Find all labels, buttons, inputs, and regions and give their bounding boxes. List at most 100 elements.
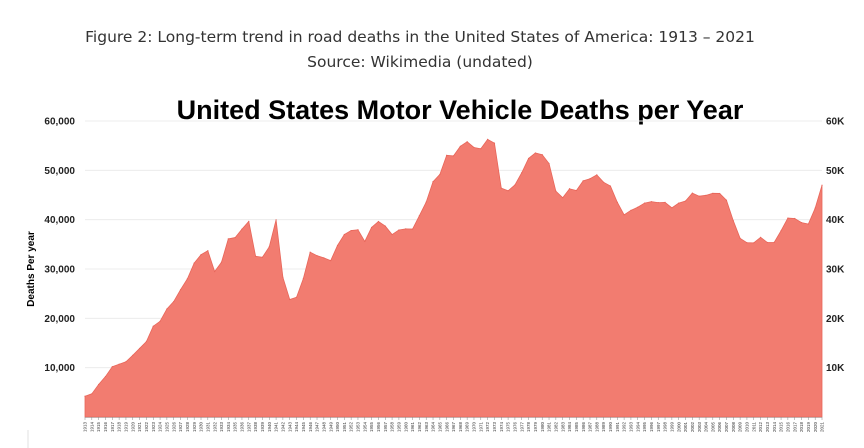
data-point [357, 229, 359, 231]
x-tick-label: 1918 [117, 422, 122, 433]
y-tick-label-left: 10,000 [44, 363, 75, 374]
data-point [534, 152, 536, 154]
x-tick-label: 1970 [472, 422, 477, 433]
y-tick-label-right: 20K [826, 314, 845, 325]
x-tick-label: 1936 [240, 422, 245, 433]
x-tick-label: 2008 [731, 422, 736, 433]
x-tick-label: 1965 [437, 422, 442, 433]
data-point [173, 300, 175, 303]
y-tick-label-right: 60K [826, 117, 845, 128]
x-tick-label: 1952 [349, 422, 354, 433]
data-point [138, 347, 141, 350]
x-tick-label: 1961 [410, 422, 415, 433]
data-point [630, 209, 632, 211]
x-tick-label: 1987 [588, 422, 593, 433]
x-tick-label: 1994 [635, 422, 640, 433]
figure-caption: Figure 2: Long-term trend in road deaths… [85, 28, 755, 46]
y-axis-label: Deaths Per year [26, 231, 37, 307]
data-point [541, 154, 543, 156]
data-point [766, 241, 769, 244]
data-point [480, 148, 482, 150]
data-point [596, 174, 598, 176]
data-point [780, 230, 782, 232]
data-point [446, 154, 448, 156]
data-point [671, 207, 673, 209]
data-point [514, 184, 516, 186]
x-tick-label: 1988 [594, 422, 599, 433]
x-tick-label: 1913 [83, 422, 88, 433]
data-point [255, 255, 257, 257]
data-point [487, 138, 489, 140]
x-tick-label: 1982 [553, 422, 558, 433]
data-point [398, 229, 400, 231]
x-tick-label: 1928 [185, 422, 190, 433]
data-point [582, 180, 584, 182]
data-point [562, 197, 564, 199]
data-point [719, 192, 721, 195]
data-point [302, 277, 304, 280]
x-tick-label: 1931 [205, 422, 210, 433]
data-point [275, 219, 277, 221]
y-tick-label-left: 40,000 [44, 215, 75, 226]
data-point [466, 141, 468, 143]
data-point [684, 200, 687, 202]
x-tick-label: 1976 [513, 422, 518, 433]
data-point [316, 255, 318, 257]
x-tick-label: 2002 [690, 422, 695, 433]
data-point [214, 270, 216, 273]
data-point [439, 173, 441, 176]
x-tick-label: 1996 [649, 422, 654, 433]
data-point [568, 188, 571, 190]
x-tick-label: 1969 [465, 422, 470, 433]
x-tick-label: 2009 [738, 422, 743, 433]
data-point [739, 237, 741, 239]
x-tick-label: 1978 [526, 422, 531, 433]
data-point [725, 199, 728, 201]
x-tick-label: 1927 [178, 422, 183, 433]
x-tick-label: 1993 [629, 422, 634, 433]
x-tick-label: 1926 [171, 422, 176, 433]
data-point [282, 276, 284, 278]
x-tick-label: 1998 [663, 422, 668, 433]
x-tick-label: 1966 [444, 422, 449, 433]
data-point [125, 361, 127, 363]
data-point [746, 242, 748, 244]
x-tick-label: 1973 [492, 422, 497, 433]
data-point [330, 260, 332, 262]
data-point [473, 146, 475, 149]
x-tick-label: 1953 [356, 422, 361, 433]
data-point [664, 201, 666, 203]
x-tick-label: 2017 [792, 422, 797, 433]
data-point [418, 215, 420, 217]
x-tick-label: 1914 [89, 422, 94, 433]
x-tick-label: 2019 [806, 422, 811, 433]
data-point [145, 340, 148, 343]
data-point [821, 184, 823, 186]
x-tick-label: 1933 [219, 422, 224, 433]
x-tick-label: 1995 [642, 422, 647, 433]
x-tick-label: 1958 [390, 422, 395, 433]
data-point [623, 214, 625, 216]
x-tick-label: 1984 [567, 422, 572, 433]
x-tick-label: 1929 [192, 422, 197, 433]
x-tick-label: 1979 [533, 422, 538, 433]
x-tick-label: 1971 [478, 422, 483, 433]
data-point [411, 228, 414, 230]
x-tick-label: 2004 [704, 422, 709, 433]
data-point [650, 201, 652, 203]
data-point [84, 395, 86, 397]
data-point [323, 257, 325, 259]
x-tick-label: 1999 [669, 422, 674, 433]
x-tick-label: 2010 [745, 422, 750, 433]
x-tick-label: 1915 [96, 422, 101, 433]
x-tick-label: 2013 [765, 422, 770, 433]
data-point [309, 251, 311, 253]
x-tick-label: 1917 [110, 422, 115, 433]
data-point [787, 217, 789, 219]
x-tick-label: 1968 [458, 422, 463, 433]
y-tick-label-left: 30,000 [44, 265, 75, 276]
data-point [91, 393, 93, 395]
x-tick-label: 2006 [717, 422, 722, 433]
y-tick-label-left: 20,000 [44, 314, 75, 325]
